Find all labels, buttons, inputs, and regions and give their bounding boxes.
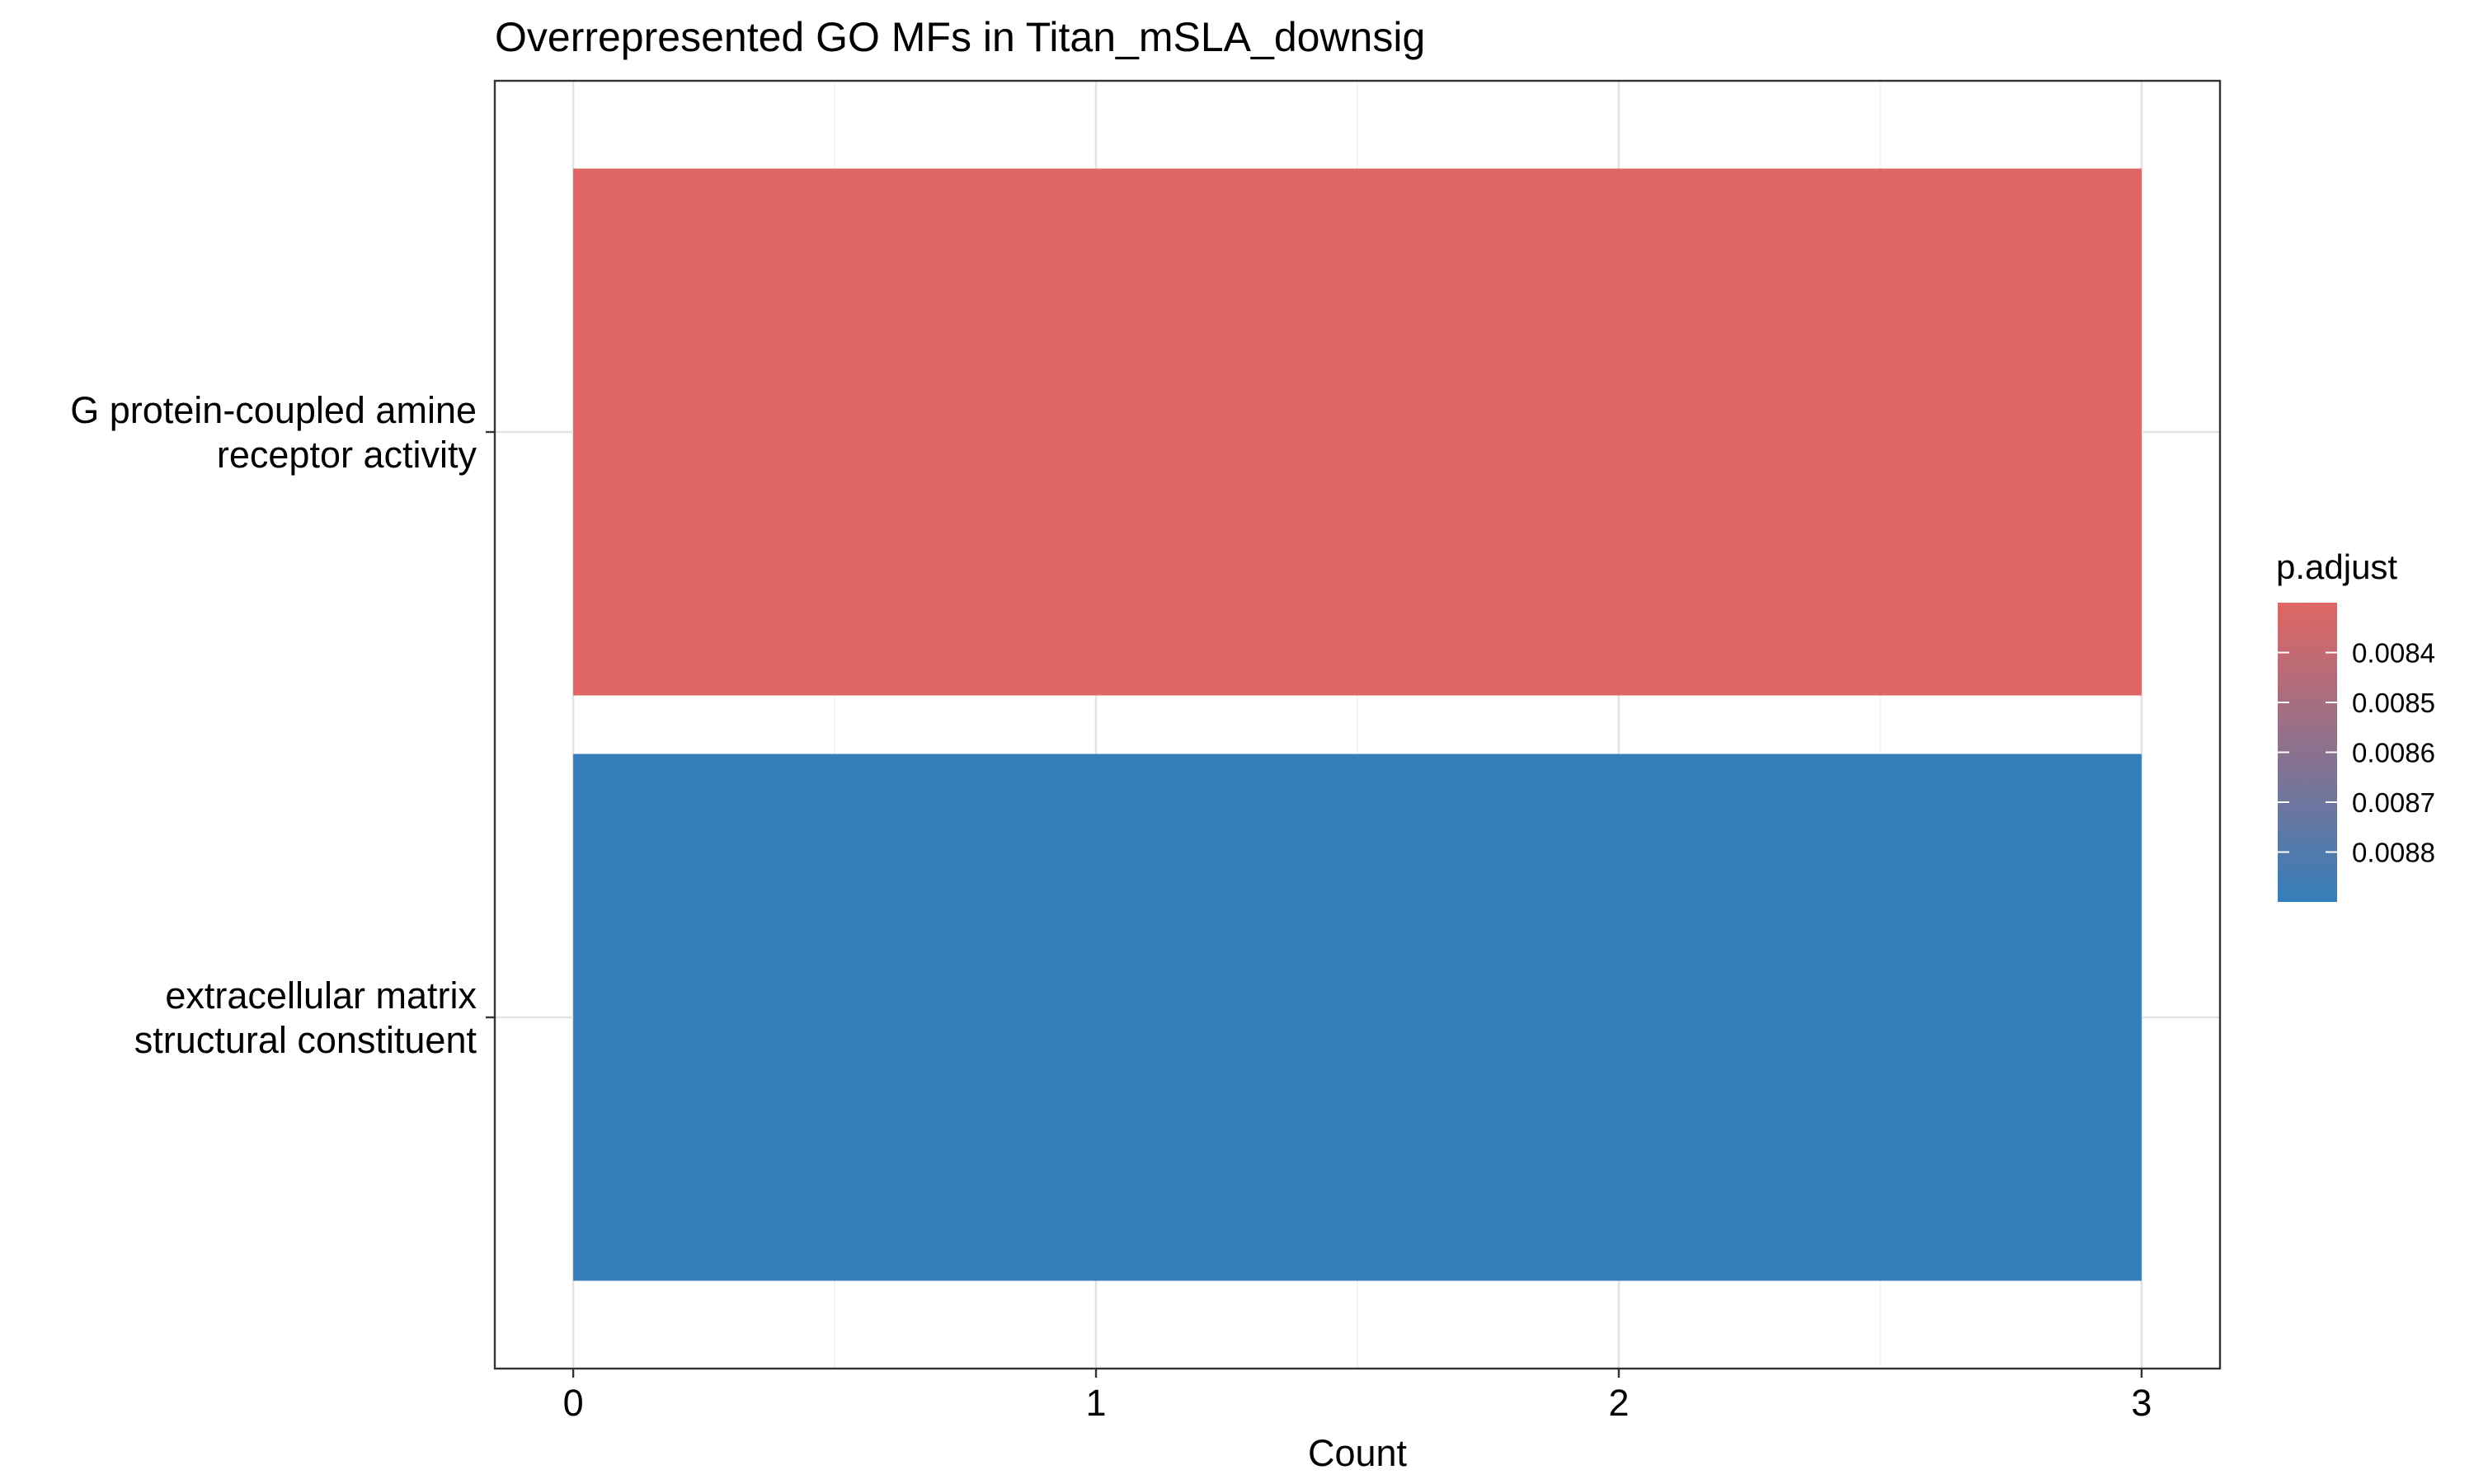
x-axis-title: Count — [1308, 1432, 1408, 1474]
legend: p.adjust 0.0084 0.0085 0.0086 0.0087 0.0088 — [2276, 547, 2435, 902]
y-tick-label: structural constituent — [134, 1019, 477, 1061]
x-tick-label: 2 — [1608, 1382, 1629, 1424]
legend-tick-label: 0.0085 — [2352, 688, 2435, 718]
legend-title: p.adjust — [2276, 547, 2397, 586]
chart-title: Overrepresented GO MFs in Titan_mSLA_dow… — [495, 14, 1425, 60]
legend-ticks: 0.0084 0.0085 0.0086 0.0087 0.0088 — [2278, 638, 2435, 868]
y-tick-label: G protein-coupled amine — [70, 389, 477, 431]
panel-border — [493, 79, 2222, 1370]
bar — [573, 168, 2142, 696]
plot-panel — [493, 79, 2222, 1370]
bars — [573, 168, 2142, 1281]
legend-tick-label: 0.0087 — [2352, 787, 2435, 818]
y-tick-label: extracellular matrix — [165, 974, 477, 1017]
x-tick-label: 0 — [563, 1382, 584, 1424]
x-tick-label: 1 — [1086, 1382, 1107, 1424]
legend-tick-label: 0.0088 — [2352, 838, 2435, 868]
legend-tick-label: 0.0084 — [2352, 638, 2435, 669]
x-axis: 0 1 2 3 — [563, 1369, 2152, 1424]
bar — [573, 754, 2142, 1281]
legend-tick-label: 0.0086 — [2352, 738, 2435, 768]
y-tick-label: receptor activity — [217, 434, 477, 476]
x-tick-label: 3 — [2131, 1382, 2152, 1424]
